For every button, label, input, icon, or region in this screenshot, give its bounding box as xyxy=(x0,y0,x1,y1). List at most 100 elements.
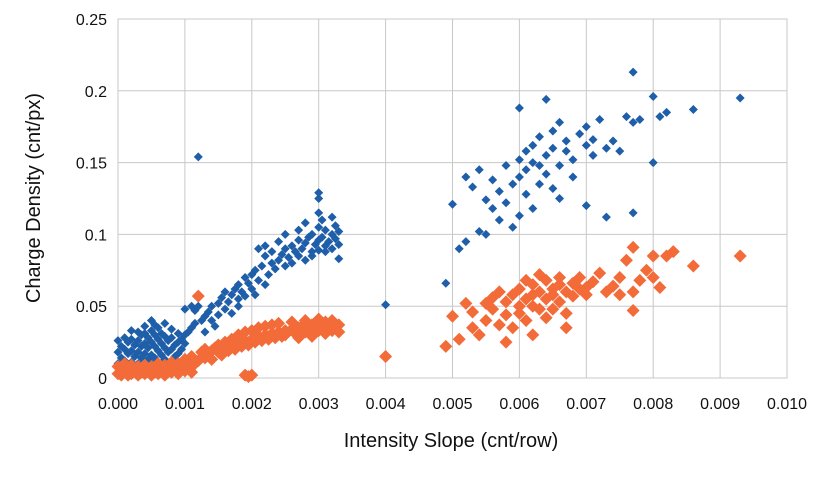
data-point xyxy=(264,270,274,280)
data-point xyxy=(472,328,486,342)
data-point xyxy=(593,266,607,280)
data-point xyxy=(581,122,591,132)
data-point xyxy=(253,275,263,285)
data-point xyxy=(646,249,660,263)
data-point xyxy=(207,316,217,326)
data-point xyxy=(628,208,638,218)
data-point xyxy=(140,349,150,359)
data-point xyxy=(452,332,466,346)
data-point xyxy=(257,261,267,271)
x-tick-label: 0.002 xyxy=(232,396,272,413)
data-point xyxy=(468,182,478,192)
data-point xyxy=(200,327,210,337)
y-tick-label: 0.2 xyxy=(85,84,107,101)
data-point xyxy=(461,172,471,182)
data-point xyxy=(193,301,203,311)
x-axis-title: Intensity Slope (cnt/row) xyxy=(344,430,559,452)
data-point xyxy=(213,310,223,320)
data-point xyxy=(666,245,680,259)
data-point xyxy=(272,316,286,330)
data-point xyxy=(227,308,237,318)
data-point xyxy=(332,325,346,339)
data-point xyxy=(205,352,219,366)
data-point xyxy=(381,300,391,310)
data-point xyxy=(532,285,546,299)
data-point xyxy=(250,265,260,275)
data-point xyxy=(284,252,294,262)
data-point xyxy=(213,298,223,308)
data-point xyxy=(548,126,558,136)
data-point xyxy=(260,251,270,261)
data-point xyxy=(177,344,187,354)
data-point xyxy=(601,143,611,153)
data-point xyxy=(586,275,600,289)
data-point xyxy=(240,272,250,282)
data-point xyxy=(626,240,640,254)
data-point xyxy=(167,333,177,343)
data-point xyxy=(555,194,565,203)
data-point xyxy=(143,343,153,353)
data-point xyxy=(191,289,205,303)
data-point xyxy=(466,321,480,335)
data-point xyxy=(307,229,317,239)
data-point xyxy=(486,302,500,316)
data-point xyxy=(327,212,337,222)
data-point xyxy=(479,314,493,328)
data-point xyxy=(499,308,513,322)
data-point xyxy=(133,336,143,346)
data-point xyxy=(277,250,287,260)
data-point xyxy=(573,270,587,284)
data-point xyxy=(287,258,297,268)
data-point xyxy=(173,328,183,338)
data-point xyxy=(113,347,123,357)
data-point xyxy=(615,146,625,156)
grid-lines xyxy=(117,18,788,379)
x-tick-label: 0.010 xyxy=(767,396,807,413)
data-point xyxy=(601,212,611,222)
data-point xyxy=(595,115,605,125)
data-point xyxy=(113,336,123,346)
data-point xyxy=(481,229,491,239)
axes: 0.000 0.001 0.002 0.003 0.004 0.005 0.006 0.007… xyxy=(76,12,807,413)
data-point xyxy=(541,169,551,179)
data-point xyxy=(280,244,290,254)
data-point xyxy=(581,140,591,150)
data-point xyxy=(662,107,672,117)
data-point xyxy=(588,150,598,160)
data-point xyxy=(294,235,304,245)
y-tick-label: 0.15 xyxy=(76,156,107,173)
data-point xyxy=(528,158,538,168)
data-point xyxy=(568,172,578,182)
data-point xyxy=(240,291,250,301)
data-point xyxy=(233,301,243,311)
x-tick-label: 0.003 xyxy=(299,396,339,413)
data-point xyxy=(534,132,544,142)
data-point xyxy=(494,215,504,225)
data-point xyxy=(180,339,190,349)
data-point xyxy=(568,155,578,165)
data-point xyxy=(267,247,277,257)
data-point xyxy=(481,195,491,205)
y-tick-label: 0.25 xyxy=(76,12,107,29)
data-point xyxy=(220,304,230,314)
data-point xyxy=(446,309,459,323)
x-tick-label: 0.004 xyxy=(366,396,406,413)
data-point xyxy=(553,278,567,292)
data-point xyxy=(501,160,511,170)
data-point xyxy=(546,302,560,316)
data-point xyxy=(334,239,344,249)
data-point xyxy=(140,321,150,331)
data-point xyxy=(514,155,524,165)
data-point xyxy=(735,93,745,103)
data-point xyxy=(559,306,573,320)
data-point xyxy=(190,318,200,328)
data-point xyxy=(307,251,317,261)
data-point xyxy=(320,225,330,235)
data-point xyxy=(300,255,310,265)
data-point xyxy=(167,324,177,334)
data-point xyxy=(280,261,290,271)
data-point xyxy=(655,112,665,122)
data-point xyxy=(621,112,631,122)
data-point xyxy=(648,158,658,168)
x-tick-label: 0.006 xyxy=(499,396,539,413)
